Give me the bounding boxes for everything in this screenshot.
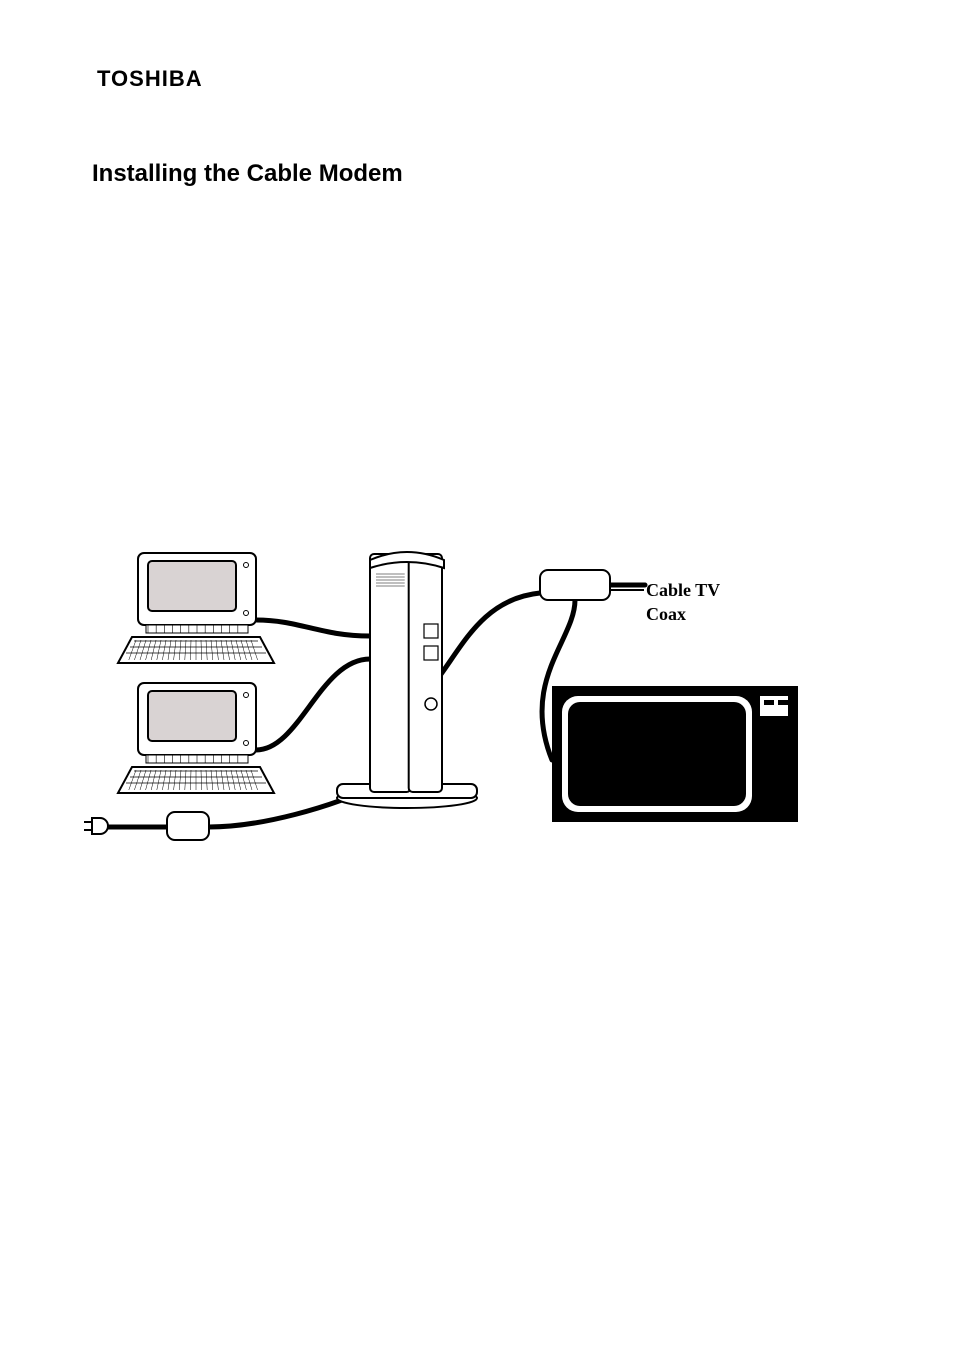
wiring-diagram xyxy=(0,0,954,1356)
page: TOSHIBA Installing the Cable Modem Cable… xyxy=(0,0,954,1351)
